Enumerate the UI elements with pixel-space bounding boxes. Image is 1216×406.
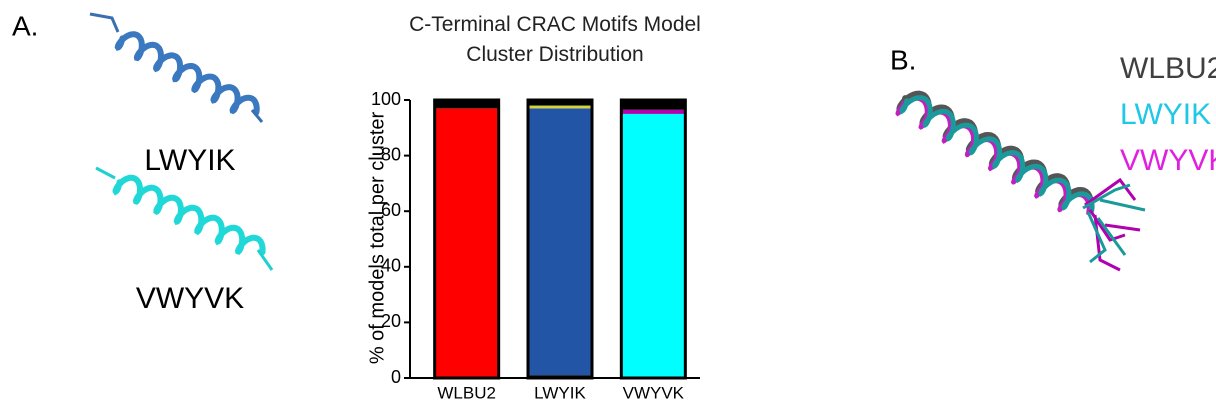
- x-tick-label: VWYVK: [623, 383, 685, 402]
- legend-entry: VWYVK: [1120, 144, 1216, 177]
- x-tick-label: WLBU2: [437, 383, 496, 402]
- bar-outline: [619, 98, 687, 380]
- helix-label: LWYIK: [144, 144, 235, 177]
- helix-label: VWYVK: [136, 282, 244, 315]
- y-tick-label: 20: [381, 311, 401, 331]
- side-chains: [1082, 183, 1146, 264]
- helix-tail: [256, 249, 274, 271]
- helix: [899, 95, 1095, 214]
- helix: [114, 31, 260, 116]
- bar-segment: [528, 100, 592, 106]
- helix-tail: [250, 109, 264, 123]
- side-chains: [1084, 177, 1141, 272]
- helix: [112, 174, 266, 256]
- x-tick-label: LWYIK: [534, 383, 586, 402]
- bar-segment: [434, 100, 499, 109]
- chart-title: C-Terminal CRAC Motifs Model Cluster Dis…: [409, 13, 701, 66]
- helix-tail: [95, 166, 116, 180]
- y-tick-label: 0: [391, 367, 401, 387]
- panel-label: A.: [12, 10, 38, 41]
- y-tick-label: 40: [381, 256, 401, 276]
- legend-entry: WLBU2: [1120, 52, 1216, 85]
- y-tick-label: 80: [381, 144, 401, 164]
- bar-segment: [621, 113, 686, 379]
- y-tick-label: 60: [381, 200, 401, 220]
- helix-tail: [89, 12, 120, 33]
- bar-segment: [528, 108, 592, 376]
- bar-segment: [621, 100, 686, 110]
- legend-entry: LWYIK: [1120, 98, 1211, 131]
- bar-segment: [621, 109, 686, 114]
- panel-label: B.: [890, 44, 916, 75]
- bar-outline: [433, 98, 501, 380]
- bar-segment: [434, 108, 499, 378]
- y-tick-label: 100: [371, 89, 401, 109]
- bar-outline: [526, 98, 594, 380]
- bar-segment: [528, 105, 592, 109]
- y-axis-label: % of models total per cluster: [366, 111, 388, 364]
